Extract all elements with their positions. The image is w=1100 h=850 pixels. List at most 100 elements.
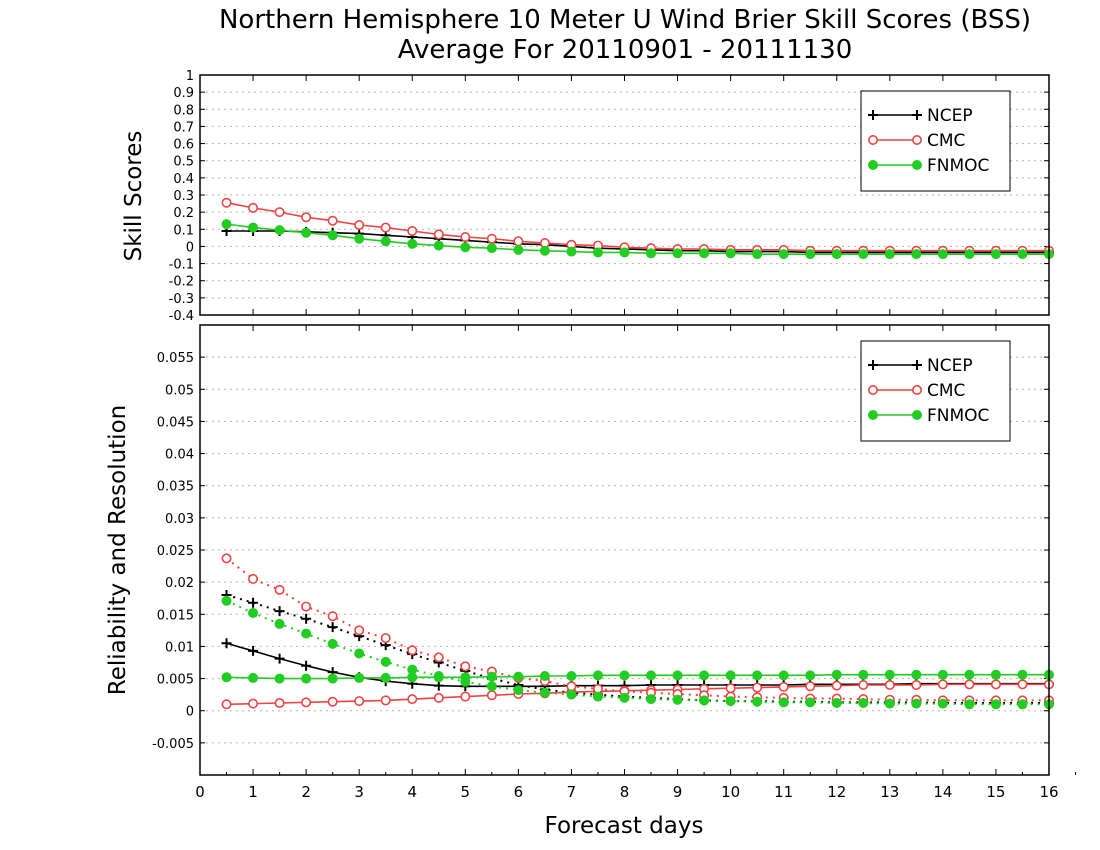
legend-marker: [912, 160, 922, 170]
data-point: [486, 233, 497, 244]
legend-marker: [911, 135, 922, 146]
data-point: [301, 613, 312, 624]
data-point: [513, 244, 524, 255]
data-point: [354, 625, 365, 636]
data-point: [248, 573, 259, 584]
data-point: [486, 690, 497, 701]
y-tick-label: 0.02: [165, 576, 194, 591]
x-tick-label: 5: [461, 783, 471, 801]
series-line: [226, 201, 1049, 252]
data-point: [354, 648, 365, 659]
x-tick-label: 1: [248, 783, 258, 801]
data-point: [486, 681, 497, 692]
data-point: [752, 682, 763, 693]
data-point: [433, 240, 444, 251]
data-point: [301, 227, 312, 238]
data-point: [539, 687, 550, 698]
data-point: [566, 671, 577, 681]
data-point: [460, 676, 471, 687]
legend-label: FNMOC: [927, 156, 989, 176]
series-line: [226, 683, 1049, 706]
chart-subtitle: Average For 20110901 - 20111130: [398, 35, 853, 65]
data-point: [858, 249, 869, 260]
data-point: [831, 669, 842, 680]
x-tick-label: 12: [827, 783, 846, 801]
data-point: [248, 202, 259, 213]
data-point: [433, 229, 444, 240]
data-point: [274, 207, 285, 218]
x-tick-label: 7: [567, 783, 577, 801]
data-point: [937, 669, 948, 680]
y-tick-label: 0.2: [173, 206, 194, 221]
series-line: [226, 230, 1049, 254]
plot-frame: [199, 324, 1050, 776]
data-point: [778, 697, 789, 708]
data-point: [725, 248, 736, 259]
y-tick-label: 0.045: [157, 415, 194, 430]
data-point: [301, 660, 312, 671]
data-point: [301, 697, 312, 708]
y-tick-label: 0.9: [173, 86, 194, 101]
plot-frame: [199, 74, 1050, 316]
data-point: [592, 691, 603, 702]
legend-marker: [867, 135, 878, 146]
y-tick-label: 0.03: [165, 512, 194, 527]
data-point: [274, 225, 285, 236]
data-point: [274, 673, 285, 684]
data-point: [646, 694, 657, 705]
data-point: [513, 236, 524, 247]
y-tick-label: 1: [186, 69, 194, 84]
data-point: [513, 685, 524, 696]
data-point: [831, 680, 842, 691]
y-tick-label: 0.8: [173, 103, 194, 118]
data-point: [805, 697, 816, 708]
data-point: [964, 669, 975, 680]
legend-marker: [912, 410, 922, 420]
x-tick-label: 16: [1039, 783, 1058, 801]
y-tick-label: 0.01: [165, 640, 194, 655]
data-point: [221, 197, 232, 208]
legend-marker: [868, 360, 878, 370]
data-point: [778, 249, 789, 260]
data-point: [937, 249, 948, 260]
data-point: [354, 696, 365, 707]
data-point: [778, 670, 789, 681]
legend-label: NCEP: [927, 106, 973, 126]
y-tick-label: 0.1: [173, 223, 194, 238]
data-point: [725, 683, 736, 694]
data-point: [831, 249, 842, 260]
data-point: [301, 673, 312, 684]
data-point: [964, 249, 975, 260]
data-point: [221, 219, 232, 230]
data-point: [460, 661, 471, 672]
data-point: [327, 638, 338, 649]
y-tick-label: 0.7: [173, 120, 194, 135]
legend-box: [860, 90, 1011, 192]
data-point: [911, 679, 922, 690]
data-point: [990, 699, 1001, 710]
data-point: [221, 595, 232, 606]
data-point: [646, 248, 657, 259]
data-point: [752, 670, 763, 681]
y-tick-label: 0: [186, 240, 194, 255]
data-point: [858, 679, 869, 690]
legend-marker: [912, 360, 922, 370]
legend-marker: [911, 384, 922, 395]
data-point: [884, 698, 895, 709]
data-point: [964, 699, 975, 710]
y-tick-label: 0.6: [173, 138, 194, 153]
y-tick-label: 0.04: [165, 448, 194, 463]
legend-box: [860, 340, 1011, 442]
data-point: [248, 597, 259, 608]
data-point: [725, 696, 736, 707]
y-tick-label: 0.3: [173, 189, 194, 204]
data-point: [911, 249, 922, 260]
data-point: [486, 671, 497, 682]
data-point: [248, 645, 259, 656]
data-point: [1017, 249, 1028, 260]
data-point: [805, 681, 816, 692]
data-point: [301, 601, 312, 612]
x-tick-label: 11: [774, 783, 793, 801]
data-point: [301, 628, 312, 639]
